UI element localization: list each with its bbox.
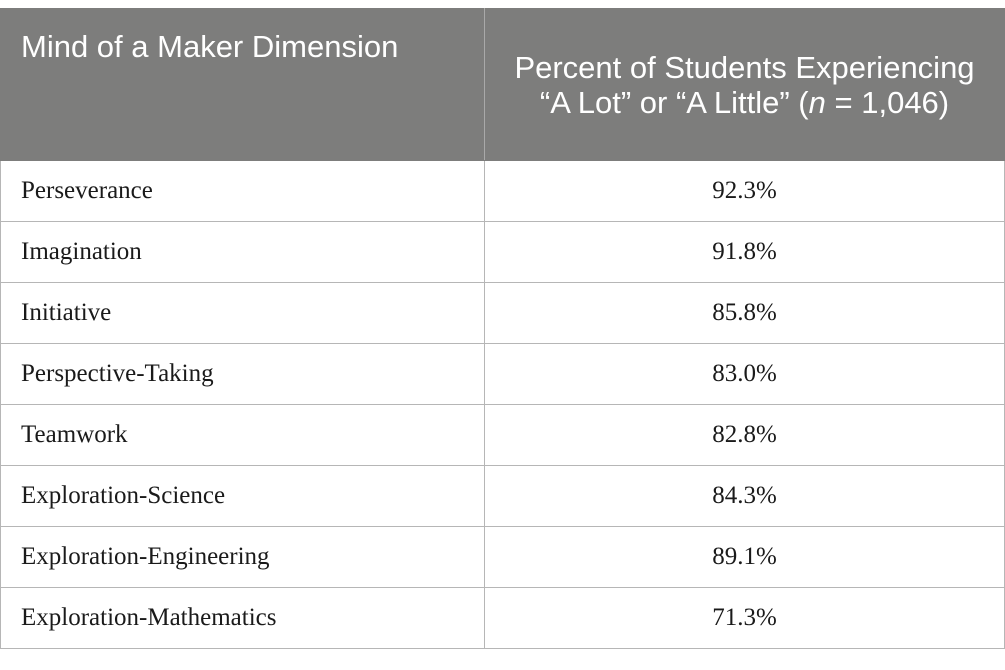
- percent-cell: 89.1%: [484, 526, 1005, 588]
- percent-cell: 85.8%: [484, 282, 1005, 344]
- table-row: Exploration-Science 84.3%: [0, 465, 1005, 527]
- dimension-cell: Exploration-Engineering: [0, 526, 485, 588]
- header-n-value: = 1,046): [825, 84, 950, 120]
- percent-cell: 84.3%: [484, 465, 1005, 527]
- data-table-container: Mind of a Maker Dimension Percent of Stu…: [0, 8, 1005, 649]
- header-dimension: Mind of a Maker Dimension: [0, 8, 485, 161]
- dimension-cell: Exploration-Mathematics: [0, 587, 485, 649]
- table-row: Initiative 85.8%: [0, 282, 1005, 344]
- table-row: Exploration-Engineering 89.1%: [0, 526, 1005, 588]
- header-n-symbol: n: [808, 84, 826, 120]
- dimension-cell: Perseverance: [0, 160, 485, 222]
- percent-cell: 92.3%: [484, 160, 1005, 222]
- table-row: Perspective-Taking 83.0%: [0, 343, 1005, 405]
- percent-cell: 71.3%: [484, 587, 1005, 649]
- dimension-cell: Initiative: [0, 282, 485, 344]
- header-percent: Percent of Students Experiencing “A Lot”…: [484, 8, 1005, 161]
- dimension-cell: Teamwork: [0, 404, 485, 466]
- table-row: Perseverance 92.3%: [0, 160, 1005, 222]
- header-percent-text: Percent of Students Experiencing “A Lot”…: [514, 49, 975, 120]
- table-row: Imagination 91.8%: [0, 221, 1005, 283]
- table-body: Perseverance 92.3% Imagination 91.8% Ini…: [0, 160, 1005, 649]
- table-row: Exploration-Mathematics 71.3%: [0, 587, 1005, 649]
- percent-cell: 82.8%: [484, 404, 1005, 466]
- percent-cell: 83.0%: [484, 343, 1005, 405]
- dimension-cell: Exploration-Science: [0, 465, 485, 527]
- dimension-cell: Perspective-Taking: [0, 343, 485, 405]
- header-row: Mind of a Maker Dimension Percent of Stu…: [0, 8, 1005, 161]
- maker-dimension-table: Mind of a Maker Dimension Percent of Stu…: [0, 8, 1005, 649]
- table-row: Teamwork 82.8%: [0, 404, 1005, 466]
- percent-cell: 91.8%: [484, 221, 1005, 283]
- table-header: Mind of a Maker Dimension Percent of Stu…: [0, 8, 1005, 161]
- dimension-cell: Imagination: [0, 221, 485, 283]
